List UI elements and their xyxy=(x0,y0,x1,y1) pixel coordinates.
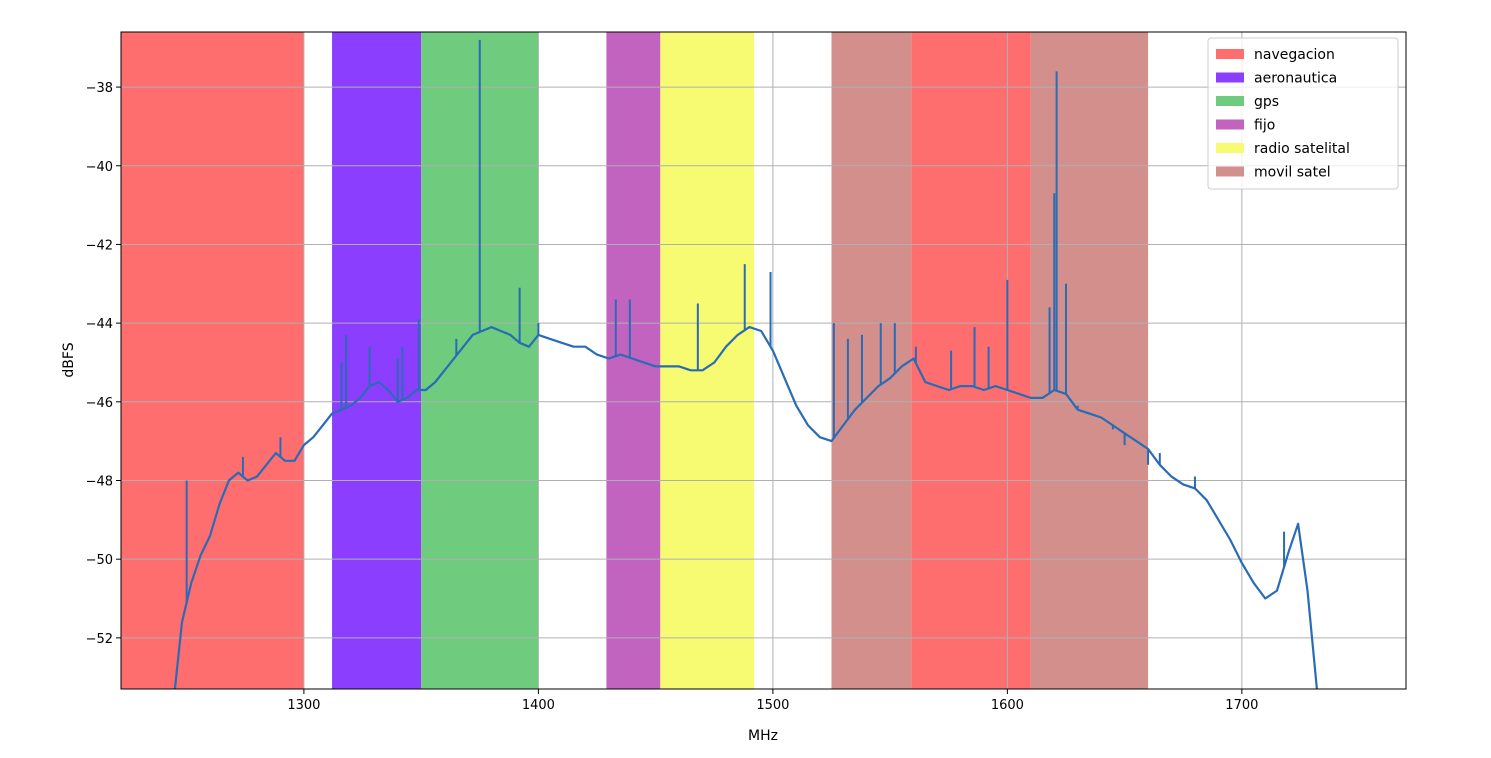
series-line-0 xyxy=(173,326,1318,689)
legend-swatch xyxy=(1216,119,1244,130)
x-tick-label: 1400 xyxy=(522,698,555,713)
legend-swatch xyxy=(1216,143,1244,153)
x-tick-label: 1300 xyxy=(287,698,320,713)
legend-box xyxy=(1207,37,1399,190)
y-tick-label: −38 xyxy=(86,81,113,96)
y-tick-label: −42 xyxy=(86,238,113,253)
frequency-bands xyxy=(121,32,1149,689)
plot-frame xyxy=(120,31,1407,690)
legend-label: radio satelital xyxy=(1254,141,1350,157)
legend-swatch xyxy=(1216,49,1244,59)
legend-label: gps xyxy=(1254,94,1279,110)
y-axis-label: dBFS xyxy=(61,342,77,377)
legend-swatch xyxy=(1216,166,1244,177)
x-tick-label: 1700 xyxy=(1225,698,1258,713)
band-movil-satel-0 xyxy=(831,32,912,689)
y-tick-label: −48 xyxy=(86,474,113,489)
x-axis-ticks: 1300 1400 1500 1600 1700 xyxy=(287,689,1258,713)
legend-swatch xyxy=(1216,72,1244,83)
band-fijo-0 xyxy=(606,32,661,689)
band-radio-satelital-0 xyxy=(660,32,755,689)
x-axis-label: MHz xyxy=(748,728,778,744)
band-movil-satel-1 xyxy=(1030,32,1149,689)
legend-label: aeronautica xyxy=(1254,71,1337,87)
legend-swatch xyxy=(1216,96,1244,106)
y-tick-label: −46 xyxy=(86,396,113,411)
y-axis-ticks: −52 −50 −48 −46 −44 −42 −40 −38 xyxy=(86,81,121,647)
band-navegacion-1 xyxy=(911,32,1031,689)
y-tick-label: −44 xyxy=(86,317,113,332)
band-navegacion-0 xyxy=(121,32,304,689)
legend-label: navegacion xyxy=(1254,47,1335,63)
y-tick-label: −52 xyxy=(86,632,113,647)
y-tick-label: −40 xyxy=(86,160,113,175)
x-tick-label: 1600 xyxy=(991,698,1024,713)
x-tick-label: 1500 xyxy=(756,698,789,713)
legend: navegacion aeronautica gps fijo radio sateli… xyxy=(1207,37,1399,190)
legend-label: fijo xyxy=(1254,118,1275,134)
legend-label: movil satel xyxy=(1254,165,1331,181)
y-tick-label: −50 xyxy=(86,553,113,568)
series-layer xyxy=(173,39,1318,689)
